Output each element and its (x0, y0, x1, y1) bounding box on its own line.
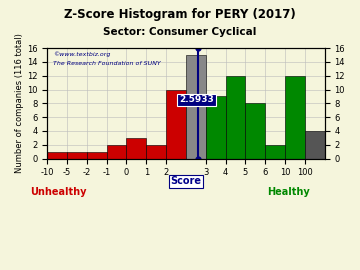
Text: Score: Score (170, 176, 201, 186)
Bar (126, 138, 146, 158)
Bar (225, 76, 246, 158)
Bar (67, 152, 87, 158)
Bar (206, 96, 225, 158)
Text: Sector: Consumer Cyclical: Sector: Consumer Cyclical (103, 27, 257, 37)
Bar (305, 131, 325, 158)
Bar (265, 145, 285, 158)
Text: The Research Foundation of SUNY: The Research Foundation of SUNY (53, 62, 161, 66)
Text: 2.5933: 2.5933 (179, 95, 214, 104)
Text: Unhealthy: Unhealthy (30, 187, 86, 197)
Bar (186, 55, 206, 158)
Text: ©www.textbiz.org: ©www.textbiz.org (53, 52, 110, 57)
Y-axis label: Number of companies (116 total): Number of companies (116 total) (15, 33, 24, 173)
Bar (166, 90, 186, 158)
Bar (107, 145, 126, 158)
Bar (285, 76, 305, 158)
Bar (87, 152, 107, 158)
Bar (246, 103, 265, 158)
Bar (47, 152, 67, 158)
Text: Healthy: Healthy (267, 187, 310, 197)
Bar (146, 145, 166, 158)
Text: Z-Score Histogram for PERY (2017): Z-Score Histogram for PERY (2017) (64, 8, 296, 21)
